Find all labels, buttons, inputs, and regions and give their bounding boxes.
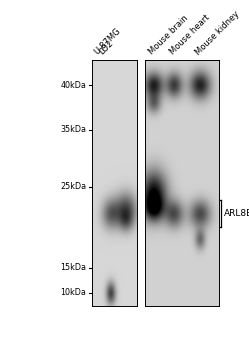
Text: Mouse kidney: Mouse kidney	[193, 9, 241, 57]
Text: LO2: LO2	[98, 39, 115, 57]
Text: U-87MG: U-87MG	[92, 27, 122, 57]
Text: Mouse heart: Mouse heart	[168, 13, 211, 57]
Text: 15kDa: 15kDa	[60, 264, 86, 272]
Text: ARL8B: ARL8B	[224, 209, 249, 218]
Text: 10kDa: 10kDa	[60, 288, 86, 297]
Text: Mouse brain: Mouse brain	[147, 14, 190, 57]
Text: 25kDa: 25kDa	[60, 182, 86, 191]
Text: 35kDa: 35kDa	[60, 125, 86, 134]
Text: 40kDa: 40kDa	[60, 81, 86, 90]
